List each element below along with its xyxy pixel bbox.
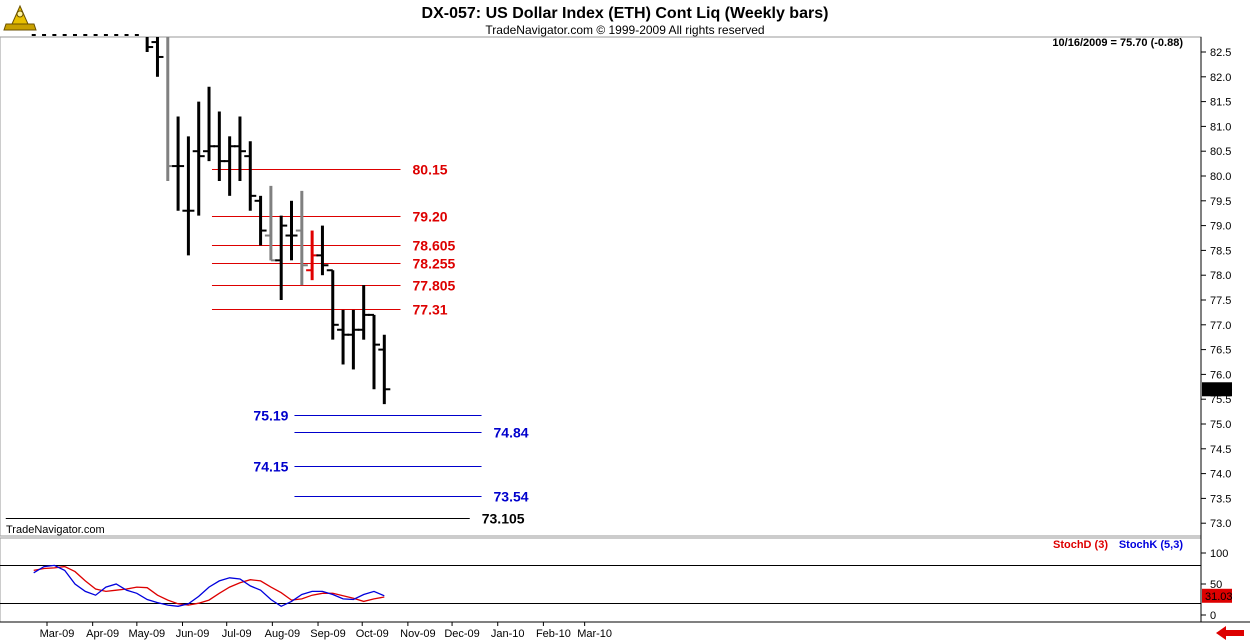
ohlc-bar <box>182 136 195 256</box>
price-tick-label: 75.5 <box>1210 394 1231 406</box>
level-77.805: 77.805 <box>211 278 456 294</box>
x-tick-label: Feb-10 <box>536 628 571 640</box>
price-panel <box>0 36 1202 537</box>
stoch-line-stochk <box>33 564 385 608</box>
x-tick-label: Dec-09 <box>444 628 479 640</box>
ohlc-bar <box>378 334 391 405</box>
ohlc-bar <box>368 313 380 390</box>
stoch-reference-lines <box>0 565 1201 604</box>
level-79.20: 79.20 <box>211 209 448 225</box>
x-tick-label: Apr-09 <box>86 628 119 640</box>
price-tick-label: 75.0 <box>1210 419 1231 431</box>
price-bars <box>145 37 391 405</box>
x-tick-label: Mar-09 <box>40 628 75 640</box>
ohlc-bar <box>254 195 267 246</box>
stoch-y-ticks: 100 50 0 <box>1201 548 1228 622</box>
price-tick-label: 73.5 <box>1210 493 1231 505</box>
stoch-series <box>33 564 385 608</box>
legend-stochk: StochK (5,3) <box>1119 539 1184 551</box>
x-tick-label: Oct-09 <box>356 628 389 640</box>
x-tick-label: Mar-10 <box>577 628 612 640</box>
stoch-tick-label: 100 <box>1210 548 1228 560</box>
price-tick-label: 77.5 <box>1210 295 1231 307</box>
stoch-line-stochd <box>33 565 385 606</box>
ohlc-bar <box>275 215 288 300</box>
level-label: 77.31 <box>413 302 448 318</box>
level-label: 80.15 <box>413 162 448 178</box>
chart-title: DX-057: US Dollar Index (ETH) Cont Liq (… <box>422 5 829 22</box>
price-tick-label: 82.0 <box>1210 72 1231 84</box>
price-tick-label: 78.5 <box>1210 245 1231 257</box>
level-80.15: 80.15 <box>211 162 448 178</box>
price-levels: 80.15 79.20 78.605 78.255 77.805 77.31 75.19 74… <box>5 162 529 527</box>
price-tick-label: 80.5 <box>1210 146 1231 158</box>
price-tick-label: 78.0 <box>1210 270 1231 282</box>
x-axis-labels: Mar-09 Apr-09 May-09 Jun-09 Jul-09 Aug-09 Sep-… <box>40 622 612 640</box>
price-tick-label: 76.0 <box>1210 369 1231 381</box>
level-label: 74.15 <box>253 459 288 475</box>
level-73.105: 73.105 <box>5 511 525 527</box>
ohlc-bar <box>244 141 257 211</box>
ohlc-bar <box>316 225 329 276</box>
price-tick-label: 79.5 <box>1210 196 1231 208</box>
level-77.31: 77.31 <box>211 302 448 318</box>
ohlc-bar <box>285 200 298 261</box>
price-tick-label: 81.5 <box>1210 97 1231 109</box>
stoch-tick-label: 50 <box>1210 579 1222 591</box>
ohlc-bar <box>233 116 246 181</box>
x-tick-label: Jun-09 <box>176 628 210 640</box>
price-y-ticks: 82.5 82.0 81.5 81.0 80.5 80.0 79.5 79.0 78.5 78.0… <box>1201 47 1231 530</box>
last-stoch-marker: 31.03 <box>1202 588 1233 603</box>
level-73.54: 73.54 <box>294 489 529 505</box>
stochastic-panel <box>0 537 1202 623</box>
ohlc-bar <box>326 269 339 340</box>
level-78.605: 78.605 <box>211 238 456 254</box>
price-tick-label: 81.0 <box>1210 121 1231 133</box>
x-tick-label: May-09 <box>129 628 166 640</box>
x-tick-label: Nov-09 <box>400 628 435 640</box>
ohlc-bar <box>145 37 154 52</box>
price-tick-label: 82.5 <box>1210 47 1231 59</box>
level-74.15: 74.15 <box>253 459 482 475</box>
ohlc-bar <box>192 101 205 216</box>
level-label: 78.255 <box>413 256 456 272</box>
last-price-label: 75.70 <box>1205 384 1233 396</box>
price-tick-label: 74.0 <box>1210 469 1231 481</box>
level-75.19: 75.19 <box>253 408 482 424</box>
last-readout: 10/16/2009 = 75.70 (-0.88) <box>1052 37 1183 49</box>
price-tick-label: 74.5 <box>1210 444 1231 456</box>
x-tick-label: Jul-09 <box>222 628 252 640</box>
level-label: 79.20 <box>413 209 448 225</box>
price-tick-label: 76.5 <box>1210 345 1231 357</box>
price-tick-label: 73.0 <box>1210 518 1231 530</box>
legend-stochd: StochD (3) <box>1053 539 1108 551</box>
level-label: 73.54 <box>494 489 529 505</box>
ohlc-bar <box>295 190 308 286</box>
level-label: 78.605 <box>413 238 456 254</box>
tradenavigator-logo <box>3 4 37 31</box>
last-stoch-label: 31.03 <box>1205 591 1233 603</box>
last-price-marker: 75.70 <box>1202 382 1233 397</box>
level-label: 74.84 <box>494 425 529 441</box>
stoch-tick-label: 0 <box>1210 610 1216 622</box>
watermark: TradeNavigator.com <box>6 524 105 536</box>
scroll-left-arrow-icon[interactable] <box>1212 624 1248 642</box>
level-label: 75.19 <box>253 408 288 424</box>
level-78.255: 78.255 <box>211 256 456 272</box>
level-74.84: 74.84 <box>294 425 529 441</box>
price-tick-label: 79.0 <box>1210 221 1231 233</box>
price-tick-label: 80.0 <box>1210 171 1231 183</box>
chart-subtitle: TradeNavigator.com © 1999-2009 All right… <box>485 23 764 37</box>
level-label: 77.805 <box>413 278 456 294</box>
ohlc-bar <box>172 116 185 211</box>
x-tick-label: Aug-09 <box>265 628 300 640</box>
level-label: 73.105 <box>482 511 525 527</box>
x-tick-label: Sep-09 <box>310 628 345 640</box>
price-tick-label: 77.0 <box>1210 320 1231 332</box>
ohlc-bar <box>151 37 164 77</box>
x-tick-label: Jan-10 <box>491 628 525 640</box>
